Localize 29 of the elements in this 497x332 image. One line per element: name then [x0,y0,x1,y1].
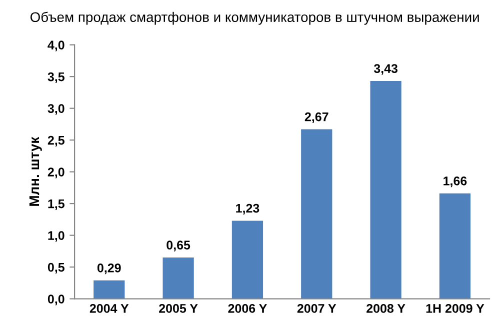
bar [94,280,125,299]
x-tick-label: 2008 Y [366,304,406,313]
data-label: 2,67 [304,112,328,124]
y-tick-label: 3,5 [48,72,64,84]
bar [301,129,332,299]
x-tick-label: 1H 2009 Y [426,304,484,313]
data-label: 3,43 [374,64,398,75]
y-tick-label: 2,0 [48,168,64,178]
bar [232,220,264,299]
data-label: 1,66 [444,176,467,188]
data-label: 1,23 [236,204,260,214]
y-tick-label: 2,5 [48,136,64,147]
y-tick-label: 1,0 [48,231,64,242]
x-tick-label: 2004 Y [90,304,129,313]
y-tick-label: 4,0 [48,40,64,52]
bar [439,193,471,299]
data-label: 0,65 [166,240,190,252]
x-tick-label: 2007 Y [297,304,336,313]
x-tick-label: 2006 Y [228,304,267,313]
data-label: 0,29 [97,264,121,274]
y-tick-label: 0,0 [48,294,64,306]
bar [370,81,402,299]
y-axis-title: Млн. штук [29,136,42,206]
x-tick-label: 2005 Y [159,304,198,313]
y-tick-label: 0,5 [48,262,64,274]
bar [162,258,194,299]
y-tick-label: 1,5 [48,199,64,210]
y-tick-label: 3,0 [48,104,64,115]
chart-title: Объем продаж смартфонов и коммуникаторов в штучном выражении [30,12,479,25]
